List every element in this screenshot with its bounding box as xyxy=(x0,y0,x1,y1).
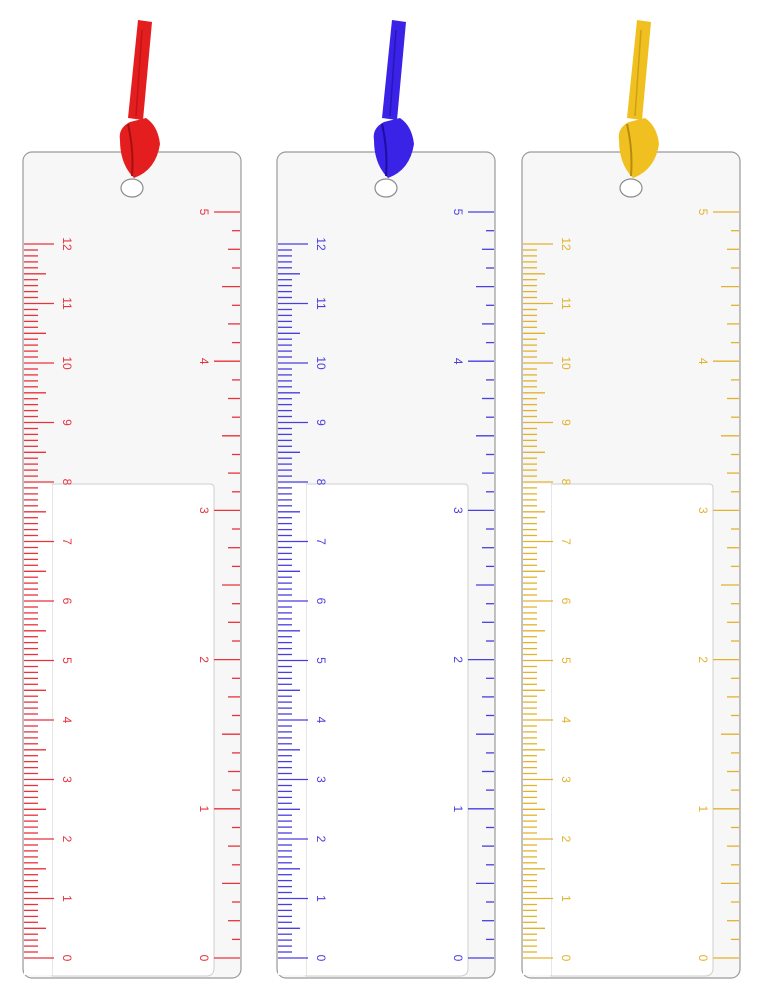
ribbon-strand-fold xyxy=(389,29,397,117)
ribbon-strand xyxy=(382,20,406,120)
ribbon-tassel xyxy=(618,20,659,178)
inch-label: 5 xyxy=(451,209,465,216)
inch-scale xyxy=(214,211,240,959)
cm-label: 1 xyxy=(314,895,328,902)
ribbon-hole xyxy=(619,178,643,198)
cm-label: 12 xyxy=(559,237,573,251)
ribbon-knot-fold xyxy=(381,123,388,177)
cm-label: 12 xyxy=(60,237,74,251)
cm-scale xyxy=(523,243,553,959)
cm-label: 2 xyxy=(314,836,328,843)
inch-label: 3 xyxy=(696,507,710,514)
cm-label: 5 xyxy=(314,657,328,664)
cm-label: 10 xyxy=(314,356,328,370)
cm-label: 8 xyxy=(60,479,74,486)
inch-label: 1 xyxy=(696,805,710,812)
inch-label: 3 xyxy=(197,507,211,514)
cm-label: 0 xyxy=(314,955,328,962)
cm-label: 5 xyxy=(559,657,573,664)
ribbon-tassel xyxy=(373,20,414,178)
cm-label: 9 xyxy=(314,419,328,426)
cm-label: 12 xyxy=(314,237,328,251)
cm-label: 1 xyxy=(559,895,573,902)
cm-label: 2 xyxy=(559,836,573,843)
inch-label: 3 xyxy=(451,507,465,514)
inch-label: 5 xyxy=(197,209,211,216)
cm-strip xyxy=(523,484,551,975)
cm-label: 6 xyxy=(60,598,74,605)
inch-label: 1 xyxy=(451,805,465,812)
ribbon-knot-fold xyxy=(626,123,633,177)
inch-label: 2 xyxy=(451,656,465,663)
cm-label: 9 xyxy=(60,419,74,426)
inch-scale xyxy=(713,211,739,959)
cm-label: 8 xyxy=(314,479,328,486)
inch-label: 4 xyxy=(696,358,710,365)
cm-label: 7 xyxy=(314,538,328,545)
ribbon-strand-fold xyxy=(135,29,143,117)
cm-label: 4 xyxy=(559,717,573,724)
inch-label: 1 xyxy=(197,805,211,812)
cm-label: 9 xyxy=(559,419,573,426)
inch-label: 4 xyxy=(451,358,465,365)
inch-scale xyxy=(468,211,494,959)
cm-label: 0 xyxy=(60,955,74,962)
ribbon-tassel xyxy=(119,20,160,178)
cm-label: 7 xyxy=(559,538,573,545)
inch-label: 2 xyxy=(696,656,710,663)
cm-label: 11 xyxy=(559,297,573,310)
cm-strip xyxy=(278,484,306,975)
cm-label: 1 xyxy=(60,895,74,902)
cm-label: 6 xyxy=(314,598,328,605)
inch-label: 2 xyxy=(197,656,211,663)
cm-label: 2 xyxy=(60,836,74,843)
cm-scale xyxy=(24,243,54,959)
cm-scale xyxy=(278,243,308,959)
cm-label: 3 xyxy=(314,776,328,783)
cm-label: 3 xyxy=(559,776,573,783)
inch-label: 4 xyxy=(197,358,211,365)
cm-label: 8 xyxy=(559,479,573,486)
clear-window xyxy=(305,483,469,977)
cm-strip xyxy=(24,484,52,975)
clear-window xyxy=(51,483,215,977)
inch-label: 0 xyxy=(696,955,710,962)
ribbon-strand xyxy=(128,20,152,120)
ribbon-strand xyxy=(627,20,651,120)
cm-label: 7 xyxy=(60,538,74,545)
clear-window xyxy=(550,483,714,977)
bookmark-ruler-blue: 0 1 2 3 4 5 6 7 8 9 10 11 12 0 1 2 3 4 5 xyxy=(276,0,496,1000)
inch-label: 0 xyxy=(197,955,211,962)
cm-label: 11 xyxy=(314,297,328,310)
inch-label: 0 xyxy=(451,955,465,962)
ribbon-hole xyxy=(374,178,398,198)
cm-label: 11 xyxy=(60,297,74,310)
cm-label: 3 xyxy=(60,776,74,783)
cm-label: 4 xyxy=(60,717,74,724)
bookmark-ruler-yellow: 0 1 2 3 4 5 6 7 8 9 10 11 12 0 1 2 3 4 5 xyxy=(521,0,741,1000)
inch-label: 5 xyxy=(696,209,710,216)
cm-label: 10 xyxy=(60,356,74,370)
ribbon-hole xyxy=(120,178,144,198)
bookmark-ruler-red: 0 1 2 3 4 5 6 7 8 9 10 11 12 0 1 2 3 4 5 xyxy=(22,0,242,1000)
cm-label: 0 xyxy=(559,955,573,962)
cm-label: 5 xyxy=(60,657,74,664)
ribbon-strand-fold xyxy=(634,29,642,117)
cm-label: 4 xyxy=(314,717,328,724)
ribbon-knot-fold xyxy=(127,123,134,177)
cm-label: 10 xyxy=(559,356,573,370)
cm-label: 6 xyxy=(559,598,573,605)
